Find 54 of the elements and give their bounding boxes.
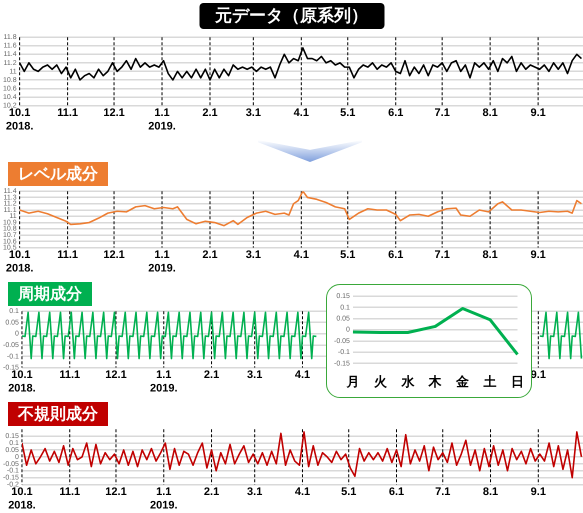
x-tick-label: 6.1	[388, 249, 404, 262]
x-tick-label: 3.1	[246, 107, 261, 120]
x-tick-label: 8.1	[482, 486, 498, 498]
x-tick-label: 5.1	[340, 107, 356, 120]
x-tick-label: 3.1	[247, 486, 262, 498]
x-tick-label: 日	[511, 374, 524, 389]
x-tick-label: 月	[345, 374, 360, 389]
x-tick-label: 10.1 2018.	[6, 249, 34, 274]
x-tick-label: 9.1	[530, 107, 546, 120]
chart-title: レベル成分	[8, 162, 108, 186]
x-tick-label: 2.1	[204, 486, 220, 498]
x-tick-label: 8.1	[482, 249, 498, 262]
x-tick-label: 5.1	[340, 249, 356, 262]
x-tick-label: 4.1	[294, 486, 310, 498]
x-tick-label: 4.1	[294, 107, 309, 120]
x-tick-label: 3.1	[247, 369, 262, 382]
x-tick-label: 11.1	[57, 249, 78, 262]
chart-title: 周期成分	[8, 282, 92, 306]
x-tick-label: 水	[400, 374, 416, 389]
x-tick-label: 5.1	[341, 486, 356, 498]
x-tick-label: 土	[482, 374, 497, 389]
chart-title: 元データ（原系列）	[199, 3, 384, 29]
x-tick-label: 2.1	[204, 369, 220, 382]
x-tick-label: 12.1	[105, 486, 127, 498]
x-tick-label: 木	[428, 374, 443, 389]
x-tick-label: 6.1	[388, 486, 404, 498]
x-tick-label: 11.1	[59, 486, 80, 498]
x-tick-label: 10.1 2018.	[8, 486, 36, 512]
x-tick-label: 3.1	[246, 249, 261, 262]
x-tick-label: 7.1	[434, 249, 450, 262]
x-tick-label: 12.1	[103, 107, 125, 120]
x-tick-label: 2.1	[202, 107, 218, 120]
x-tick-label: 4.1	[294, 249, 309, 262]
x-tick-label: 12.1	[105, 369, 127, 382]
x-tick-label: 7.1	[434, 107, 450, 120]
x-tick-label: 12.1	[103, 249, 125, 262]
x-tick-label: 1.1 2019.	[148, 249, 176, 274]
x-tick-label: 2.1	[202, 249, 218, 262]
x-tick-label: 1.1 2019.	[148, 107, 176, 132]
x-tick-label: 8.1	[482, 107, 498, 120]
x-tick-label: 1.1 2019.	[150, 369, 178, 394]
x-tick-label: 火	[372, 374, 388, 389]
x-tick-label: 10.1 2018.	[6, 107, 34, 132]
x-tick-label: 9.1	[530, 249, 546, 262]
x-tick-label: 4.1	[294, 369, 310, 382]
x-tick-label: 10.1 2018.	[8, 369, 36, 394]
x-tick-label: 6.1	[388, 107, 404, 120]
x-tick-label: 7.1	[435, 486, 450, 498]
x-tick-label: 9.1	[530, 486, 546, 498]
x-tick-label: 11.1	[57, 107, 78, 120]
chart-title: 不規則成分	[8, 402, 108, 426]
x-tick-label: 11.1	[59, 369, 80, 382]
x-tick-label: 1.1 2019.	[150, 486, 178, 512]
x-tick-label: 金	[455, 374, 470, 389]
